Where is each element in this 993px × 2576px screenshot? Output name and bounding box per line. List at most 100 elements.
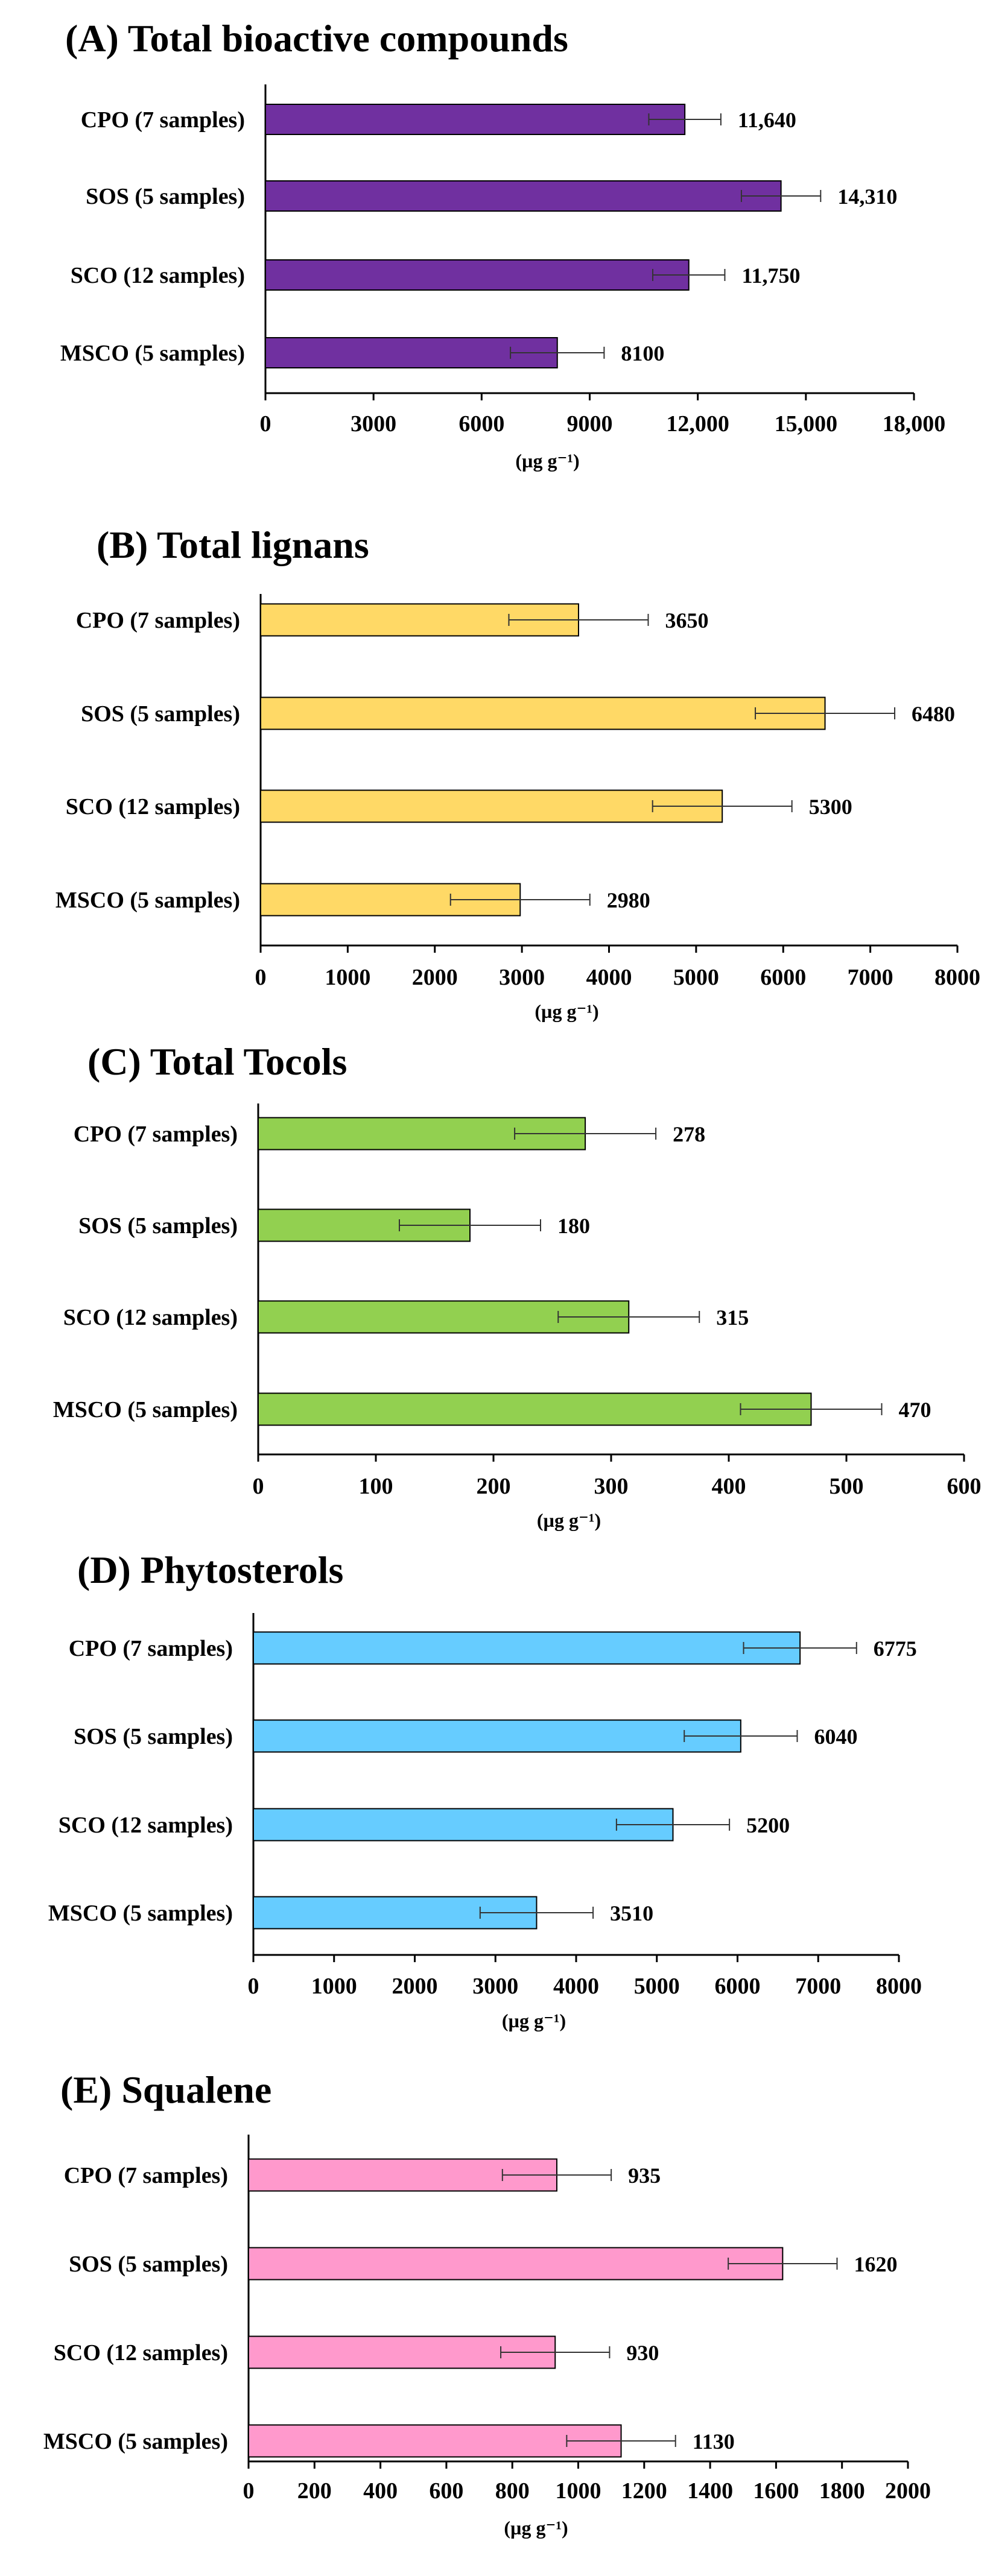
x-tick-label: 1400 xyxy=(687,2478,733,2504)
panel-title: (A) Total bioactive compounds xyxy=(65,17,568,60)
data-value-label: 8100 xyxy=(621,341,664,365)
x-tick-label: 6000 xyxy=(760,965,806,990)
x-tick-label: 1000 xyxy=(556,2478,601,2504)
data-value-label: 1130 xyxy=(693,2429,735,2454)
x-tick-label: 18,000 xyxy=(883,411,946,437)
x-tick-label: 800 xyxy=(495,2478,530,2504)
data-value-label: 930 xyxy=(626,2341,659,2365)
data-bar xyxy=(265,104,686,135)
x-tick-label: 200 xyxy=(297,2478,332,2504)
x-tick-label: 3000 xyxy=(499,965,545,990)
x-tick-label: 7000 xyxy=(848,965,893,990)
x-axis-title: (µg g⁻¹) xyxy=(502,2010,566,2031)
data-value-label: 2980 xyxy=(607,888,650,912)
data-bar xyxy=(265,259,690,291)
x-tick-label: 5000 xyxy=(673,965,719,990)
x-tick-label: 600 xyxy=(429,2478,463,2504)
x-tick-label: 4000 xyxy=(553,1974,599,1999)
data-bar xyxy=(253,1631,801,1665)
x-axis-title: (µg g⁻¹) xyxy=(537,1509,601,1531)
x-tick-label: 0 xyxy=(255,965,267,990)
data-value-label: 315 xyxy=(716,1305,749,1330)
data-bar xyxy=(265,180,782,212)
x-tick-label: 6000 xyxy=(715,1974,761,1999)
category-label: MSCO (5 samples) xyxy=(56,888,240,913)
category-label: CPO (7 samples) xyxy=(69,1636,233,1661)
x-tick-label: 2000 xyxy=(392,1974,438,1999)
category-label: SOS (5 samples) xyxy=(78,1213,238,1239)
category-label: SCO (12 samples) xyxy=(59,1813,233,1838)
data-bar xyxy=(253,1808,674,1842)
x-tick-label: 600 xyxy=(947,1474,982,1499)
category-label: MSCO (5 samples) xyxy=(43,2429,228,2454)
category-label: SOS (5 samples) xyxy=(86,184,245,209)
x-tick-label: 2000 xyxy=(885,2478,931,2504)
x-tick-label: 12,000 xyxy=(666,411,729,437)
x-tick-label: 7000 xyxy=(795,1974,841,1999)
panel-title: (E) Squalene xyxy=(60,2068,271,2111)
data-value-label: 6040 xyxy=(814,1725,857,1749)
category-label: SOS (5 samples) xyxy=(74,1724,233,1749)
x-tick-label: 0 xyxy=(253,1474,264,1499)
x-axis-title: (µg g⁻¹) xyxy=(515,450,579,472)
x-tick-label: 15,000 xyxy=(775,411,838,437)
data-bar xyxy=(258,1392,812,1426)
x-tick-label: 8000 xyxy=(876,1974,922,1999)
data-value-label: 5300 xyxy=(809,795,852,819)
x-tick-label: 3000 xyxy=(351,411,396,437)
x-tick-label: 1000 xyxy=(311,1974,357,1999)
category-label: SCO (12 samples) xyxy=(66,794,240,819)
category-label: SCO (12 samples) xyxy=(63,1305,238,1330)
data-value-label: 278 xyxy=(673,1122,705,1146)
category-label: SOS (5 samples) xyxy=(81,701,240,727)
category-label: SCO (12 samples) xyxy=(71,263,245,288)
data-value-label: 6480 xyxy=(912,702,955,726)
x-tick-label: 100 xyxy=(359,1474,393,1499)
data-bar xyxy=(248,2424,622,2458)
data-value-label: 11,640 xyxy=(738,108,796,132)
x-axis-title: (µg g⁻¹) xyxy=(504,2517,568,2539)
x-tick-label: 2000 xyxy=(412,965,458,990)
data-bar xyxy=(260,696,826,730)
x-tick-label: 4000 xyxy=(586,965,632,990)
data-value-label: 935 xyxy=(628,2164,661,2188)
x-axis-title: (µg g⁻¹) xyxy=(535,1000,598,1022)
data-bar xyxy=(253,1896,538,1930)
x-tick-label: 5000 xyxy=(634,1974,680,1999)
category-label: MSCO (5 samples) xyxy=(48,1901,233,1926)
x-tick-label: 3000 xyxy=(472,1974,518,1999)
category-label: MSCO (5 samples) xyxy=(53,1397,238,1422)
x-tick-label: 400 xyxy=(712,1474,746,1499)
category-label: SOS (5 samples) xyxy=(69,2252,228,2277)
panel-title: (B) Total lignans xyxy=(97,523,369,566)
x-tick-label: 300 xyxy=(594,1474,629,1499)
category-label: CPO (7 samples) xyxy=(74,1122,238,1147)
data-value-label: 470 xyxy=(899,1398,931,1422)
x-tick-label: 1800 xyxy=(819,2478,865,2504)
data-value-label: 1620 xyxy=(854,2252,898,2276)
x-tick-label: 1200 xyxy=(621,2478,667,2504)
x-tick-label: 0 xyxy=(260,411,271,437)
category-label: CPO (7 samples) xyxy=(64,2163,228,2188)
data-bar xyxy=(248,2247,784,2281)
x-tick-label: 1600 xyxy=(753,2478,799,2504)
data-value-label: 6775 xyxy=(874,1637,917,1661)
data-value-label: 3510 xyxy=(610,1901,653,1925)
x-tick-label: 1000 xyxy=(325,965,370,990)
data-bar xyxy=(253,1719,741,1753)
data-value-label: 14,310 xyxy=(837,185,897,209)
x-tick-label: 9000 xyxy=(567,411,613,437)
x-tick-label: 6000 xyxy=(458,411,504,437)
data-value-label: 180 xyxy=(557,1214,590,1238)
panel-title: (C) Total Tocols xyxy=(87,1040,347,1083)
x-tick-label: 0 xyxy=(248,1974,259,1999)
x-tick-label: 8000 xyxy=(934,965,980,990)
panel-title: (D) Phytosterols xyxy=(77,1548,343,1591)
data-value-label: 11,750 xyxy=(741,264,800,288)
data-value-label: 5200 xyxy=(746,1813,790,1837)
category-label: CPO (7 samples) xyxy=(76,608,240,633)
x-tick-label: 200 xyxy=(477,1474,511,1499)
x-tick-label: 0 xyxy=(243,2478,255,2504)
